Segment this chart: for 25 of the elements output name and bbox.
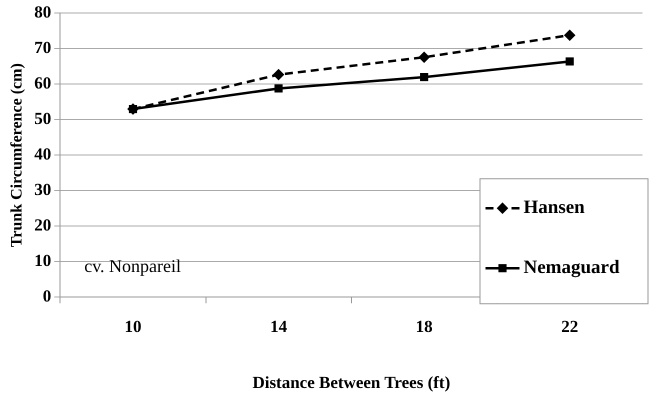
y-tick-label: 40 — [34, 144, 52, 164]
y-tick-label: 10 — [34, 251, 52, 270]
y-tick-label: 20 — [34, 216, 52, 235]
point — [128, 104, 138, 114]
x-tick-label: 14 — [270, 316, 288, 336]
y-axis-title: Trunk Circumference (cm) — [8, 63, 26, 248]
y-tick-label: 50 — [34, 109, 52, 128]
point — [420, 73, 428, 82]
point — [274, 84, 283, 93]
legend-label: Nemaguard — [524, 257, 620, 278]
legend-label: Hansen — [524, 197, 586, 218]
point — [566, 57, 574, 66]
y-tick-label: 80 — [34, 2, 52, 22]
point — [418, 52, 430, 62]
x-tick-label: 22 — [561, 316, 578, 336]
annotation: cv. Nonpareil — [84, 256, 181, 276]
x-axis-title: Distance Between Trees (ft) — [252, 373, 450, 392]
x-tick-label: 18 — [416, 316, 433, 336]
point — [273, 69, 284, 80]
y-tick-label: 60 — [34, 74, 52, 93]
x-tick-label: 10 — [124, 316, 142, 336]
point — [564, 30, 575, 40]
y-tick-label: 70 — [34, 38, 52, 58]
y-tick-label: 0 — [42, 286, 52, 306]
y-tick-label: 30 — [34, 180, 52, 200]
